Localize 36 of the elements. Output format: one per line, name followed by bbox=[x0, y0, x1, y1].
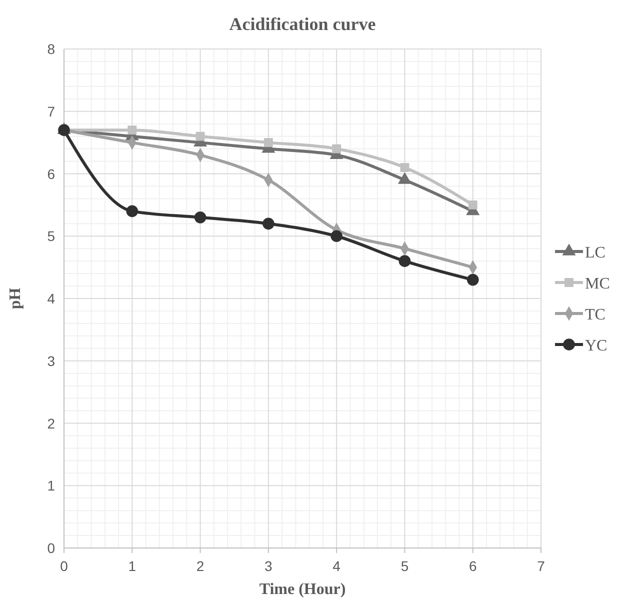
y-tick-label: 1 bbox=[47, 478, 56, 494]
point bbox=[400, 163, 410, 172]
x-tick-label: 7 bbox=[537, 558, 546, 574]
y-tick-label: 6 bbox=[47, 166, 56, 182]
chart-title: Acidification curve bbox=[229, 14, 376, 34]
point bbox=[196, 132, 205, 141]
legend-label: TC bbox=[585, 306, 606, 324]
x-tick-label: 2 bbox=[196, 558, 204, 574]
y-tick-label: 0 bbox=[47, 540, 56, 556]
legend-label: MC bbox=[585, 276, 610, 292]
y-tick-label: 4 bbox=[47, 290, 56, 306]
legend-label: YC bbox=[585, 338, 608, 354]
y-axis-title: pH bbox=[7, 287, 24, 310]
x-tick-label: 0 bbox=[60, 558, 68, 574]
point bbox=[398, 255, 411, 267]
point bbox=[128, 126, 137, 135]
y-tick-label: 7 bbox=[47, 103, 56, 120]
y-tick-label: 8 bbox=[47, 41, 56, 57]
point bbox=[194, 212, 206, 224]
y-tick-label: 3 bbox=[47, 352, 56, 369]
point bbox=[468, 200, 478, 210]
legend-label: LC bbox=[585, 244, 606, 262]
point bbox=[264, 138, 273, 148]
point bbox=[466, 274, 479, 286]
x-tick-label: 3 bbox=[264, 558, 273, 574]
point bbox=[262, 218, 274, 230]
point bbox=[332, 144, 342, 154]
point bbox=[126, 205, 138, 218]
y-tick-label: 5 bbox=[47, 228, 56, 244]
x-axis-title: Time (Hour) bbox=[259, 581, 346, 598]
x-tick-label: 6 bbox=[468, 558, 477, 574]
x-tick-label: 5 bbox=[400, 558, 409, 574]
x-tick-label: 1 bbox=[128, 558, 136, 574]
x-tick-label: 4 bbox=[332, 558, 341, 574]
y-tick-label: 2 bbox=[47, 415, 56, 432]
point bbox=[330, 230, 342, 242]
